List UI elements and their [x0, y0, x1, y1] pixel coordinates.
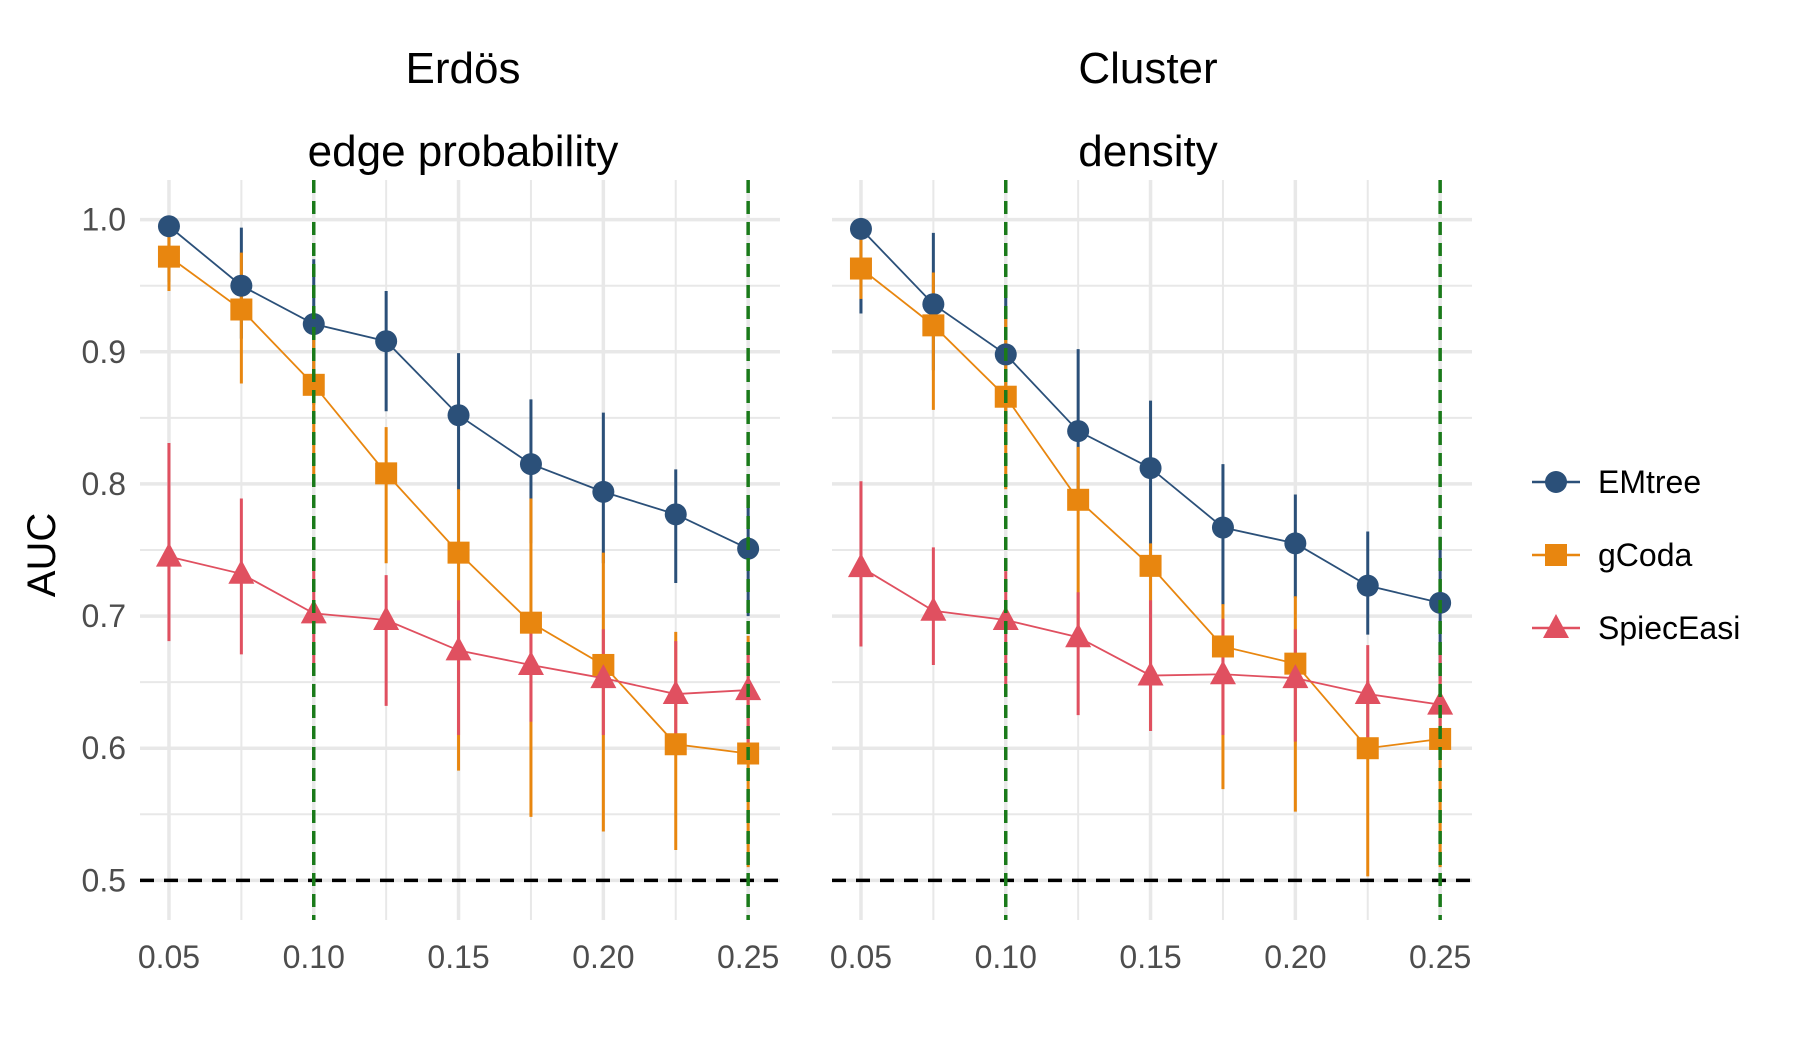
y-axis-label: AUC	[20, 513, 64, 597]
point-emtree	[1067, 420, 1090, 443]
point-spieceasi	[1427, 690, 1454, 715]
x-tick-label: 0.20	[1264, 939, 1326, 975]
point-gcoda	[302, 373, 325, 396]
point-gcoda	[849, 257, 872, 280]
y-tick-label: 0.8	[82, 466, 126, 502]
point-emtree	[375, 330, 398, 353]
point-spieceasi	[1065, 623, 1092, 648]
point-emtree	[592, 480, 615, 503]
panel-cluster: 0.05 0.10 0.15 0.20 0.25	[830, 180, 1472, 975]
legend-emtree-marker	[1545, 471, 1567, 493]
legend: EMtree gCoda SpiecEasi	[1532, 464, 1740, 646]
legend-gcoda-marker	[1545, 544, 1567, 566]
legend-label-emtree: EMtree	[1598, 464, 1701, 500]
point-emtree	[157, 215, 180, 238]
panel-1-title-line1: Erdös	[406, 44, 521, 93]
point-emtree	[1356, 574, 1379, 597]
point-spieceasi	[1137, 661, 1164, 686]
point-gcoda	[447, 541, 470, 564]
point-emtree	[1211, 516, 1234, 539]
point-emtree	[1284, 532, 1307, 555]
point-emtree	[447, 404, 470, 427]
y-tick-label: 0.9	[82, 334, 126, 370]
x-tick-label: 0.10	[283, 939, 345, 975]
point-spieceasi	[847, 553, 874, 578]
point-spieceasi	[1282, 664, 1309, 689]
point-spieceasi	[445, 636, 472, 661]
y-tick-label: 0.7	[82, 598, 126, 634]
point-emtree	[302, 313, 325, 336]
point-gcoda	[922, 314, 945, 337]
point-gcoda	[519, 611, 542, 634]
panel-2-title-line1: Cluster	[1078, 44, 1217, 93]
point-gcoda	[157, 245, 180, 268]
point-gcoda	[375, 462, 398, 485]
point-gcoda	[1356, 737, 1379, 760]
point-emtree	[849, 217, 872, 240]
x-tick-label: 0.25	[1409, 939, 1471, 975]
x-tick-label: 0.15	[1119, 939, 1181, 975]
point-emtree	[519, 453, 542, 476]
point-gcoda	[1139, 554, 1162, 577]
point-gcoda	[664, 733, 687, 756]
point-spieceasi	[155, 542, 182, 567]
legend-item-spieceasi: SpiecEasi	[1532, 610, 1740, 646]
point-gcoda	[1211, 635, 1234, 658]
y-tick-labels: 0.5 0.6 0.7 0.8 0.9 1.0	[82, 202, 126, 899]
panel-2-title-line2: density	[1078, 127, 1217, 176]
point-spieceasi	[920, 596, 947, 621]
point-spieceasi	[517, 650, 544, 675]
point-spieceasi	[1209, 660, 1236, 685]
point-spieceasi	[373, 606, 400, 631]
legend-label-spieceasi: SpiecEasi	[1598, 610, 1740, 646]
point-emtree	[230, 274, 253, 297]
point-spieceasi	[662, 680, 689, 705]
point-gcoda	[230, 298, 253, 321]
y-tick-label: 0.5	[82, 862, 126, 898]
point-gcoda	[1284, 652, 1307, 675]
legend-item-gcoda: gCoda	[1532, 537, 1693, 573]
point-spieceasi	[228, 559, 255, 584]
x-tick-label: 0.05	[138, 939, 200, 975]
point-emtree	[922, 293, 945, 316]
y-tick-label: 0.6	[82, 730, 126, 766]
point-spieceasi	[1354, 680, 1381, 705]
legend-item-emtree: EMtree	[1532, 464, 1701, 500]
x-tick-label: 0.05	[830, 939, 892, 975]
point-spieceasi	[590, 664, 617, 689]
y-tick-label: 1.0	[82, 202, 126, 238]
legend-label-gcoda: gCoda	[1598, 537, 1693, 573]
point-gcoda	[1067, 488, 1090, 511]
legend-spieceasi-marker	[1543, 614, 1569, 638]
point-emtree	[1139, 457, 1162, 480]
panel-1-title-line2: edge probability	[308, 127, 619, 176]
x-tick-label: 0.20	[572, 939, 634, 975]
x-tick-label: 0.25	[717, 939, 779, 975]
point-spieceasi	[992, 606, 1019, 631]
point-emtree	[664, 503, 687, 526]
x-tick-label: 0.15	[427, 939, 489, 975]
panel-erdos: 0.05 0.10 0.15 0.20 0.25	[138, 180, 780, 975]
x-tick-label: 0.10	[975, 939, 1037, 975]
